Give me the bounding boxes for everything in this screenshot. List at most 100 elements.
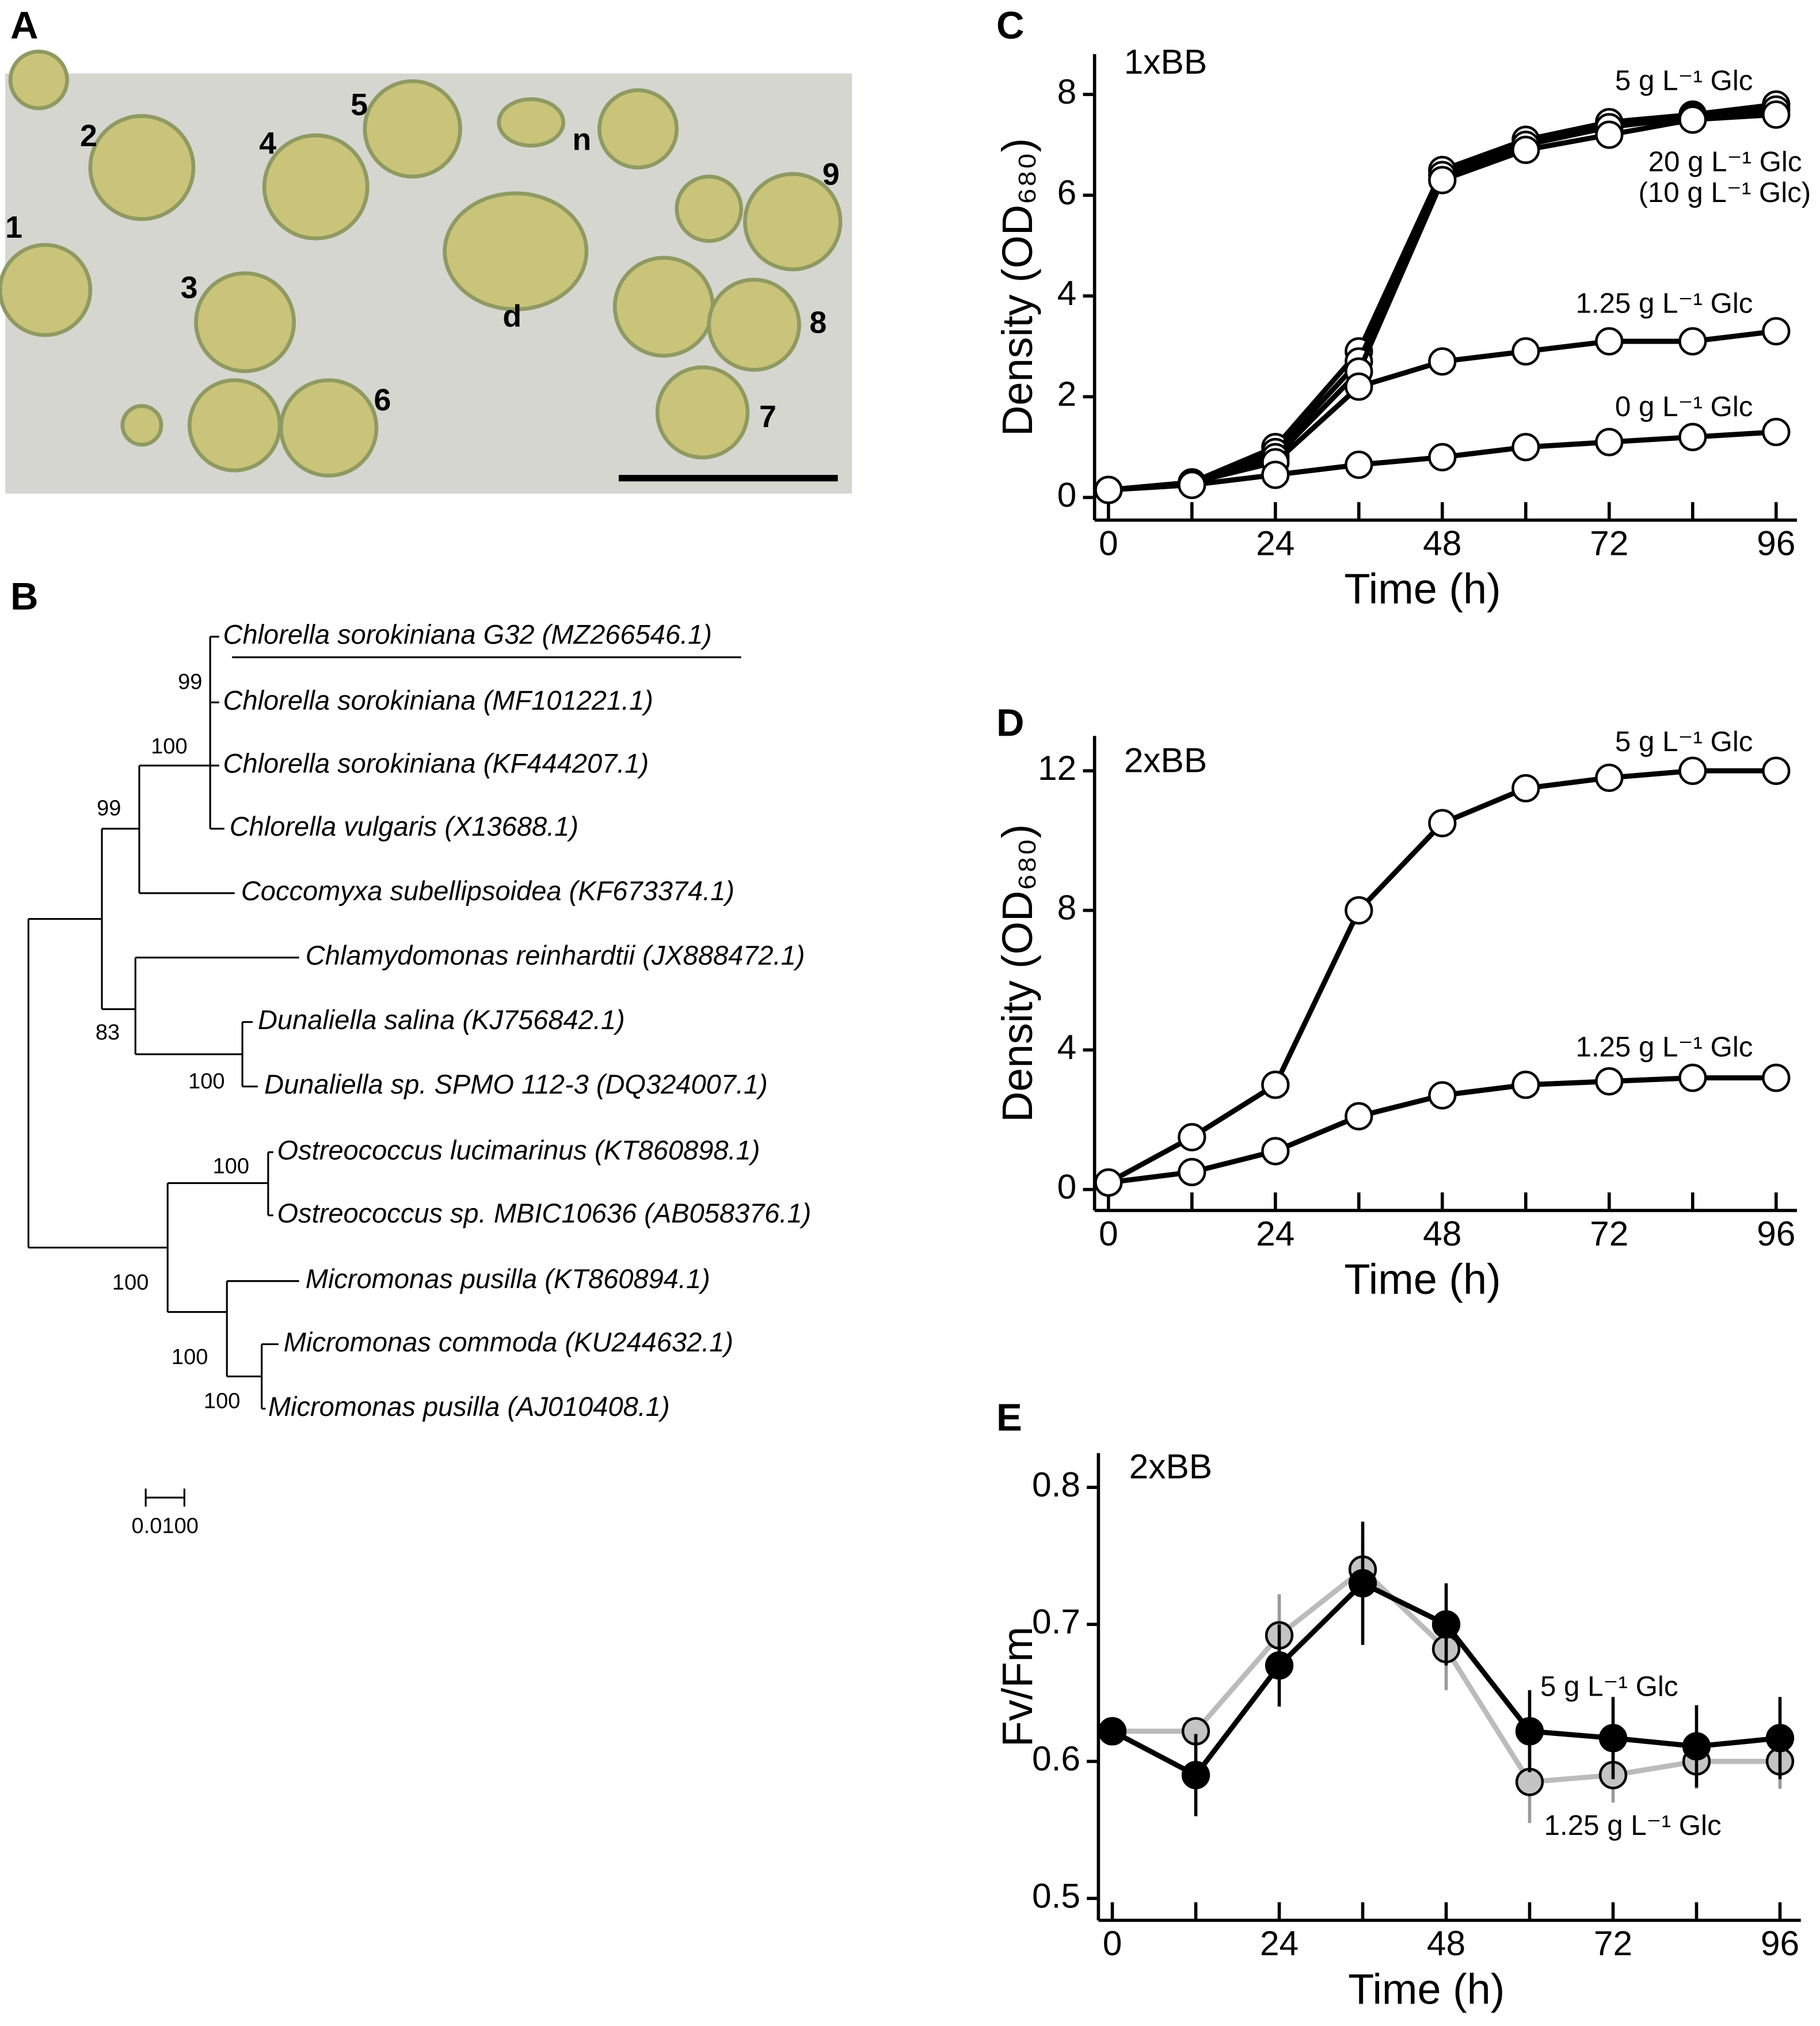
taxon: Dunaliella sp. SPMO 112-3 (DQ324007.1) (264, 1069, 768, 1099)
x-tick-label: 96 (1757, 1214, 1795, 1253)
bootstrap: 100 (151, 734, 187, 759)
marker (1098, 1717, 1127, 1746)
cell-label: 4 (259, 126, 276, 161)
series-label: (10 g L⁻¹ Glc) (1639, 177, 1811, 208)
taxon: Micromonas pusilla (KT860894.1) (306, 1263, 710, 1294)
marker (1511, 337, 1540, 366)
y-tick-label: 2 (1057, 374, 1077, 413)
series-label: 1.25 g L⁻¹ Glc (1575, 1031, 1753, 1063)
bootstrap: 100 (112, 1270, 149, 1294)
marker (1265, 1651, 1294, 1680)
x-tick-label: 0 (1099, 1214, 1118, 1253)
taxon: Chlorella sorokiniana (KF444207.1) (223, 748, 649, 778)
marker (1178, 1123, 1206, 1152)
x-tick-label: 48 (1423, 1214, 1461, 1253)
cell-label: n (572, 123, 591, 157)
marker (1762, 1064, 1791, 1092)
taxon: Ostreococcus sp. MBIC10636 (AB058376.1) (277, 1198, 812, 1228)
marker (1345, 372, 1373, 401)
marker (1511, 135, 1540, 164)
y-tick-label: 4 (1057, 273, 1077, 313)
marker (1345, 896, 1373, 925)
marker (1181, 1761, 1210, 1789)
taxon: Chlorella sorokiniana G32 (MZ266546.1) (223, 619, 712, 650)
marker (1595, 428, 1624, 456)
marker (1178, 470, 1206, 500)
y-tick-label: 8 (1057, 72, 1077, 111)
bootstrap: 100 (204, 1389, 240, 1413)
tree (27, 635, 741, 1507)
bootstrap: 99 (97, 796, 121, 820)
y-tick-label: 12 (1038, 748, 1076, 787)
marker (1345, 1102, 1373, 1130)
x-tick-label: 96 (1761, 1924, 1799, 1963)
scale-label: 0.0100 (132, 1514, 199, 1538)
taxon: Ostreococcus lucimarinus (KT860898.1) (277, 1134, 760, 1165)
panel-label: B (10, 575, 38, 618)
cell-label: 2 (80, 119, 97, 153)
taxon: Micromonas pusilla (AJ010408.1) (268, 1391, 670, 1422)
marker (1765, 1724, 1795, 1753)
marker (1511, 433, 1540, 462)
marker (1428, 809, 1457, 837)
x-tick-label: 72 (1594, 1924, 1632, 1963)
series-label: 20 g L⁻¹ Glc (1648, 146, 1802, 177)
x-tick-label: 96 (1757, 523, 1795, 562)
y-axis-label: Density (OD₆₈₀) (993, 824, 1041, 1122)
bootstrap: 100 (172, 1345, 208, 1369)
y-tick-label: 4 (1057, 1027, 1077, 1067)
bootstrap: 100 (213, 1155, 249, 1179)
marker (1345, 450, 1373, 479)
annotation: 1xBB (1124, 42, 1207, 81)
y-tick-label: 8 (1057, 888, 1077, 927)
marker (1762, 417, 1791, 447)
taxon: Dunaliella salina (KJ756842.1) (258, 1004, 625, 1035)
taxon: Chlamydomonas reinhardtii (JX888472.1) (306, 940, 805, 970)
marker (1431, 1610, 1461, 1639)
marker (1762, 317, 1791, 346)
marker (1678, 422, 1707, 451)
marker (1261, 1137, 1290, 1166)
panel-label: D (996, 701, 1025, 744)
x-tick-label: 72 (1590, 523, 1628, 562)
marker (1678, 105, 1707, 134)
marker (1428, 347, 1457, 376)
y-tick-label: 0 (1057, 1167, 1077, 1206)
marker (1094, 1168, 1123, 1197)
marker (1678, 327, 1707, 356)
x-axis-label: Time (h) (1348, 1965, 1505, 2013)
cell-label: d (502, 299, 521, 333)
x-tick-label: 0 (1103, 1924, 1122, 1963)
series-label: 0 g L⁻¹ Glc (1615, 391, 1753, 422)
y-tick-label: 0.7 (1032, 1602, 1080, 1641)
x-tick-label: 72 (1590, 1214, 1628, 1253)
taxon: Chlorella vulgaris (X13688.1) (230, 811, 578, 841)
taxon: Micromonas commoda (KU244632.1) (284, 1327, 733, 1357)
bootstrap: 83 (96, 1020, 120, 1045)
cell-label: 5 (351, 87, 368, 122)
bootstrap: 100 (188, 1069, 224, 1094)
y-tick-label: 0 (1057, 475, 1077, 514)
x-tick-label: 48 (1427, 1924, 1465, 1963)
marker (1515, 1768, 1544, 1796)
taxon: Chlorella sorokiniana (MF101221.1) (223, 685, 653, 715)
panel-label: C (996, 4, 1025, 47)
panel-label: E (996, 1396, 1022, 1439)
marker (1762, 756, 1791, 785)
marker (1762, 100, 1791, 129)
marker (1678, 756, 1707, 785)
marker (1598, 1724, 1628, 1753)
marker (1511, 774, 1540, 803)
series-label: 5 g L⁻¹ Glc (1615, 726, 1753, 757)
cell-label: 1 (5, 210, 22, 245)
marker (1678, 1064, 1707, 1092)
marker (1682, 1732, 1711, 1761)
marker (1428, 1081, 1457, 1110)
x-tick-label: 24 (1256, 523, 1294, 562)
marker (1595, 1067, 1624, 1096)
y-tick-label: 6 (1057, 173, 1077, 212)
taxon: Coccomyxa subellipsoidea (KF673374.1) (241, 875, 734, 906)
marker (1348, 1569, 1377, 1598)
x-tick-label: 24 (1256, 1214, 1294, 1253)
